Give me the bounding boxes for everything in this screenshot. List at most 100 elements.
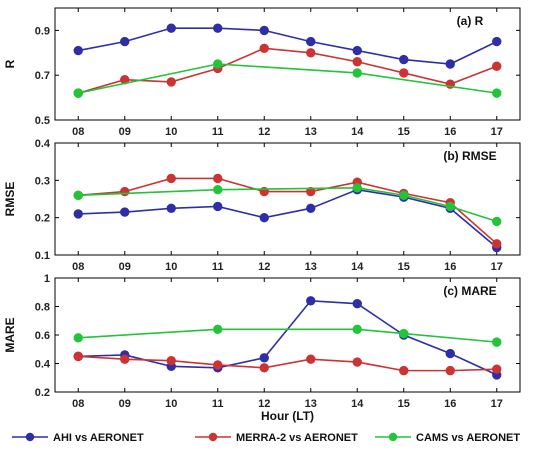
panel-mare-ytick-label: 1 [44, 273, 50, 285]
panel-r-xtick-label: 15 [398, 126, 410, 138]
panel-rmse-frame [54, 142, 521, 256]
panel-rmse: 0.1 0.2 0.3 0.4 08 09 10 11 12 13 14 15 16 17 RMSE (b) … [3, 138, 521, 273]
panel-rmse-xtick-label: 16 [444, 261, 456, 273]
panel-rmse-series-merra-2-vs-aeronet-line [78, 177, 498, 245]
panel-mare-series-merra-2-vs-aeronet-point [306, 354, 316, 364]
panel-r-xtick-label: 16 [444, 126, 456, 138]
panel-r-xtick-label: 09 [119, 126, 131, 138]
legend: AHI vs AERONET MERRA-2 vs AERONET CAMS vs … [12, 432, 520, 444]
panel-rmse-series-cams-vs-aeronet-point [492, 216, 502, 227]
panel-rmse-xtick-label: 10 [165, 261, 177, 273]
panel-mare-series-merra-2-vs-aeronet-point [445, 365, 455, 376]
panel-mare-xtick-label: 12 [258, 398, 270, 410]
panel-rmse-xtick-label: 13 [305, 261, 317, 273]
panel-mare-xtick-label: 11 [212, 398, 224, 410]
panel-mare-series-merra-2-vs-aeronet-point [120, 354, 130, 364]
panel-r-series-merra-2-vs-aeronet-point [352, 57, 362, 67]
panel-mare-series-cams-vs-aeronet-point [492, 337, 502, 347]
panel-mare-series-merra-2-vs-aeronet-point [166, 355, 176, 366]
panel-rmse-ylabel: RMSE [3, 182, 17, 217]
panel-rmse-series-cams-vs-aeronet-point [73, 190, 83, 200]
panel-rmse-title: (b) RMSE [443, 149, 496, 163]
panel-rmse-series-cams-vs-aeronet-line [78, 186, 497, 223]
panel-mare-title: (c) MARE [443, 284, 496, 298]
legend-entry-merra-2-vs-aeronet-label: MERRA-2 vs AERONET [236, 432, 358, 444]
panel-rmse-xtick-label: 08 [72, 261, 84, 273]
panel-r-series-cams-vs-aeronet-line [78, 63, 497, 94]
panel-rmse-series-ahi-vs-aeronet-point [213, 201, 223, 212]
panel-mare-series-cams-vs-aeronet-point [213, 324, 223, 334]
panel-mare-ytick-label: 0.4 [35, 359, 51, 371]
panel-r-series-ahi-vs-aeronet-line [78, 27, 498, 65]
panel-mare-series-cams-vs-aeronet-point [352, 324, 362, 334]
panel-r-series-cams-vs-aeronet-point [73, 88, 83, 98]
panel-rmse-xtick-label: 15 [398, 261, 410, 273]
panel-rmse-xtick-label: 09 [119, 261, 131, 273]
panel-mare-xtick-label: 08 [72, 398, 84, 410]
panel-rmse-xtick-label: 12 [258, 261, 270, 273]
panel-rmse-series-ahi-vs-aeronet-point [73, 209, 83, 219]
panel-mare: 0.2 0.4 0.6 0.8 1 08 09 10 11 12 13 14 15 16 17 MARE (c)… [3, 273, 521, 410]
panel-r-series-ahi-vs-aeronet-point [120, 36, 130, 47]
panel-r-ylabel: R [3, 59, 17, 68]
panel-r-xtick-label: 11 [212, 126, 224, 138]
panel-mare-ytick-label: 0.6 [35, 330, 50, 342]
panel-mare-series-merra-2-vs-aeronet-point [213, 360, 223, 370]
panel-r-xtick-label: 12 [258, 126, 270, 138]
panel-mare-series-cams-vs-aeronet-point [73, 333, 83, 343]
panel-mare-series-merra-2-vs-aeronet-point [73, 351, 83, 362]
panel-rmse-series-ahi-vs-aeronet-point [120, 207, 130, 217]
panel-mare-series-ahi-vs-aeronet-point [259, 353, 269, 363]
panel-r-series-ahi-vs-aeronet-point [445, 59, 455, 69]
legend-entry-ahi-vs-aeronet-label: AHI vs AERONET [53, 432, 144, 444]
legend-entry-ahi-vs-aeronet-marker [25, 432, 35, 442]
panel-r-series-cams-vs-aeronet-point [492, 88, 502, 98]
panel-r-series-merra-2-vs-aeronet-point [306, 48, 316, 58]
panel-rmse-series-merra-2-vs-aeronet-point [166, 173, 176, 184]
panel-rmse-series-cams-vs-aeronet-point [352, 183, 362, 193]
panel-mare-xtick-label: 15 [398, 398, 410, 410]
panel-r-series-ahi-vs-aeronet-point [306, 36, 316, 47]
panel-mare-xtick-label: 10 [165, 398, 177, 410]
panel-mare-series-merra-2-vs-aeronet-point [399, 365, 409, 376]
panel-r-series-ahi-vs-aeronet-point [352, 45, 362, 56]
panel-rmse-series-ahi-vs-aeronet-point [166, 203, 176, 214]
panel-rmse-series-merra-2-vs-aeronet-point [213, 173, 223, 184]
panel-r-series-merra-2-vs-aeronet-point [399, 68, 409, 78]
legend-entry-cams-vs-aeronet-label: CAMS vs AERONET [416, 432, 520, 444]
panel-rmse-series-merra-2-vs-aeronet-point [120, 186, 130, 197]
panel-r-series-merra-2-vs-aeronet-line [78, 47, 498, 94]
panel-mare-series-ahi-vs-aeronet-point [306, 296, 316, 306]
panel-rmse-series-merra-2-vs-aeronet-point [306, 186, 316, 197]
panel-r-series-cams-vs-aeronet-point [352, 68, 362, 78]
panel-r-series-ahi-vs-aeronet-point [166, 23, 176, 33]
legend-entry-cams-vs-aeronet-marker [388, 432, 398, 442]
panel-rmse-series-merra-2-vs-aeronet-point [492, 239, 502, 249]
panel-r-series-merra-2-vs-aeronet-point [259, 43, 269, 54]
panel-mare-xtick-label: 13 [305, 398, 317, 410]
panel-r-series-cams-vs-aeronet-point [213, 59, 223, 69]
panel-r-series-merra-2-vs-aeronet-point [492, 61, 502, 71]
panel-mare-xtick-label: 14 [351, 398, 364, 410]
panel-r-xtick-label: 17 [491, 126, 503, 138]
panel-rmse-series-ahi-vs-aeronet-line [78, 188, 498, 249]
panel-r-xtick-label: 08 [72, 126, 84, 138]
x-axis-label: Hour (LT) [261, 409, 314, 423]
panel-rmse-xtick-label: 17 [491, 261, 503, 273]
panel-mare-series-cams-vs-aeronet-line [78, 328, 497, 343]
panel-r-frame [54, 7, 521, 121]
panel-mare-xtick-label: 17 [491, 398, 503, 410]
panel-rmse-ytick-label: 0.1 [35, 250, 50, 262]
panel-rmse-series-ahi-vs-aeronet-point [306, 203, 316, 214]
panel-r-series-ahi-vs-aeronet-point [492, 36, 502, 47]
panel-rmse-series-ahi-vs-aeronet-point [259, 212, 269, 223]
panel-r-series-ahi-vs-aeronet-point [399, 54, 409, 65]
panel-mare-ytick-label: 0.2 [35, 387, 50, 399]
panel-mare-series-merra-2-vs-aeronet-point [352, 357, 362, 367]
panel-rmse-ytick-label: 0.2 [35, 213, 50, 225]
panel-mare-xtick-label: 16 [444, 398, 456, 410]
panel-r-ytick-label: 0.7 [35, 70, 50, 82]
panel-mare-series-merra-2-vs-aeronet-point [259, 363, 269, 373]
